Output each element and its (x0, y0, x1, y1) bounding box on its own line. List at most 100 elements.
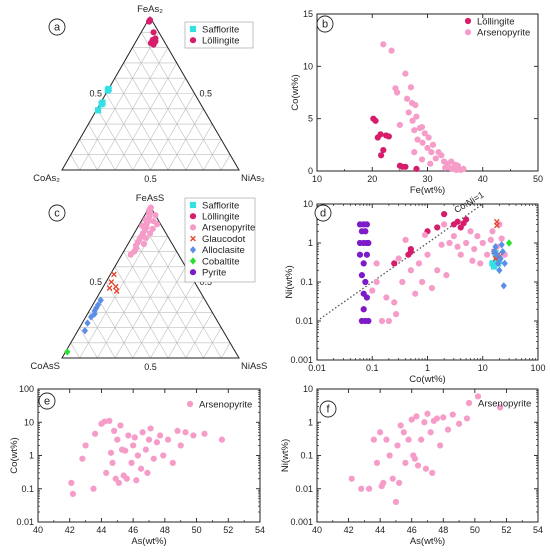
data-point (392, 498, 400, 506)
y-tick-label: 10 (303, 384, 313, 394)
x-tick-label: 44 (96, 525, 106, 535)
data-point (111, 427, 118, 434)
data-point (363, 294, 370, 301)
data-point (94, 107, 102, 114)
legend: Arsenopyrite (465, 398, 531, 409)
data-point (84, 319, 91, 327)
data-point (131, 434, 138, 441)
data-point (139, 222, 146, 229)
data-point (428, 284, 435, 292)
data-point (108, 279, 115, 285)
data-point (414, 462, 422, 469)
x-tick-label: 50 (533, 174, 543, 184)
x-tick-label: 0.1 (366, 363, 379, 373)
data-point (348, 475, 355, 482)
data-point (389, 475, 396, 482)
data-point (424, 410, 431, 417)
data-point (441, 211, 448, 218)
data-point (460, 165, 467, 173)
grid-line (150, 281, 195, 359)
data-point (134, 452, 141, 459)
grid-line (70, 154, 80, 171)
data-point (142, 234, 149, 242)
annotation-label: Co:Ni=1 (452, 190, 485, 215)
data-point (380, 41, 387, 48)
y-tick-label: 1 (308, 417, 313, 427)
legend: Arsenopyrite (186, 399, 252, 410)
data-point (463, 415, 471, 422)
y-tick-label: 0.01 (295, 316, 313, 326)
data-point (114, 436, 121, 443)
data-point (474, 233, 481, 240)
grid-line (114, 251, 177, 359)
x-tick-label: 20 (367, 174, 377, 184)
legend-label: Löllingite (477, 16, 515, 27)
vertex-label-right: NiAs₂ (241, 173, 265, 184)
data-point (146, 207, 153, 214)
grid-line (70, 342, 80, 359)
data-point (419, 278, 426, 286)
data-point (409, 117, 416, 124)
legend-label: Arsenopyrite (202, 223, 255, 234)
data-point (87, 313, 95, 321)
data-point (164, 436, 172, 443)
grid-line (203, 139, 222, 171)
panel-label: a (54, 22, 61, 34)
tick-label: 0.5 (89, 277, 102, 287)
data-point (125, 432, 132, 439)
data-point (460, 220, 467, 227)
legend-marker (189, 257, 197, 265)
data-point (497, 254, 504, 263)
data-point (115, 479, 122, 486)
legend-label: Alloclasite (202, 245, 245, 256)
data-point (490, 247, 498, 256)
data-point (407, 84, 415, 91)
data-point (147, 425, 154, 432)
data-point (441, 221, 448, 228)
tick-label: 0.5 (89, 89, 102, 99)
data-point (407, 267, 414, 274)
data-point (434, 224, 441, 231)
data-point (388, 47, 395, 54)
data-point (394, 89, 401, 96)
x-tick-label: 48 (438, 525, 448, 535)
scatter-plot: 10 20 30 40 50 0 5 10 15 Fe(wt%) Co(wt%) (290, 9, 543, 196)
data-point (360, 306, 367, 313)
data-point (455, 420, 463, 427)
data-point (407, 248, 414, 255)
legend-marker (464, 29, 472, 36)
legend-marker (186, 400, 194, 408)
data-point (150, 455, 157, 462)
grid-line (105, 93, 151, 171)
x-tick-label: 40 (312, 525, 322, 535)
x-axis-label: As(wt%) (410, 536, 445, 547)
legend-label: Safflorite (202, 24, 239, 35)
data-point (97, 296, 104, 304)
data-point (497, 404, 504, 411)
data-point (358, 485, 365, 492)
data-point (446, 239, 453, 247)
y-tick-label: 0 (308, 166, 313, 176)
legend-label: Arsenopyrite (478, 398, 531, 409)
vertex-label-top: FeAsS (136, 193, 165, 204)
y-tick-label: 10 (24, 417, 34, 427)
x-tick-label: 46 (128, 525, 138, 535)
data-point (391, 299, 398, 306)
legend-label: Arsenopyrite (477, 28, 530, 39)
legend-frame (184, 21, 254, 49)
data-point (428, 149, 435, 156)
data-point (149, 225, 156, 232)
grid-line (123, 251, 187, 359)
data-point (146, 230, 154, 237)
panel-label: b (322, 19, 328, 31)
data-point (496, 266, 503, 274)
grid-line (88, 312, 116, 359)
x-tick-label: 0.01 (308, 363, 326, 373)
y-tick-label: 15 (303, 9, 313, 19)
data-point (399, 278, 406, 286)
data-point (418, 156, 426, 163)
data-point (498, 241, 505, 249)
legend: SaffloriteLöllingiteArsenopyriteGlaucodo… (184, 197, 255, 283)
panel-label-circle (319, 400, 337, 418)
